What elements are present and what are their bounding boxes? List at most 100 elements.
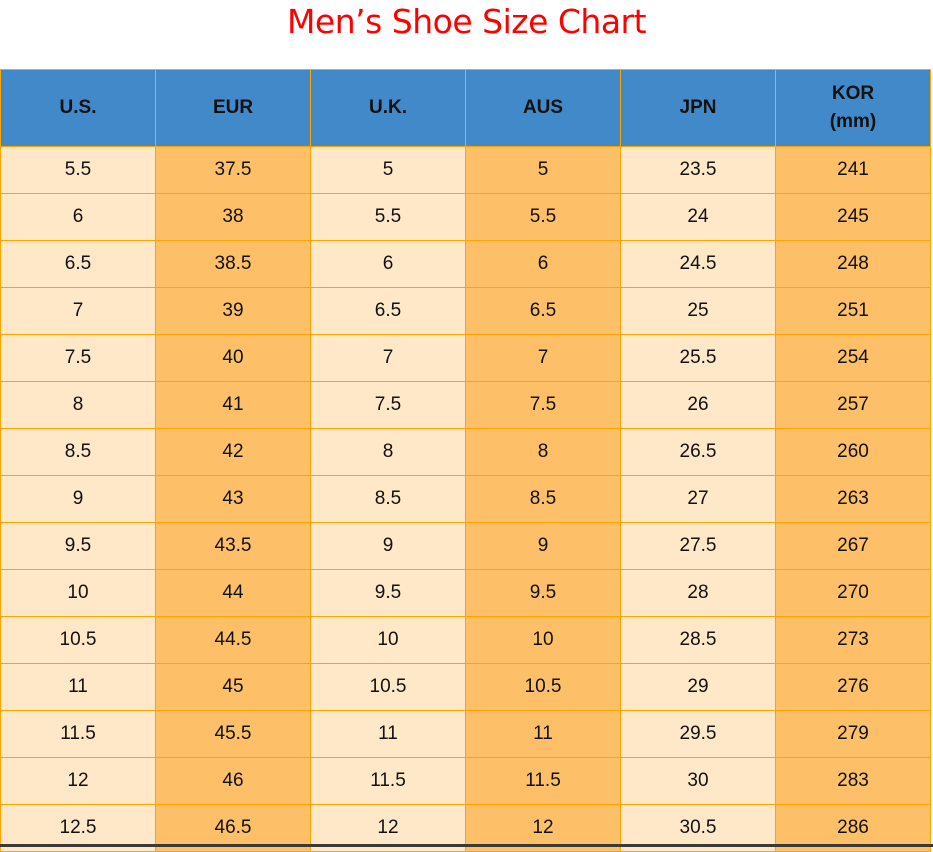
cell-aus: 9.5 (465, 569, 621, 617)
cell-eur: 43.5 (155, 522, 311, 570)
cell-kor: 251 (775, 287, 931, 335)
cell-us: 5.5 (0, 146, 156, 194)
cell-uk: 6.5 (310, 287, 466, 335)
cell-jpn: 28.5 (620, 616, 776, 664)
table-row: 7 39 6.5 6.5 25 251 (0, 287, 931, 335)
table-row: 7.5 40 7 7 25.5 254 (0, 334, 931, 382)
cell-kor: 276 (775, 663, 931, 711)
table-body: 5.5 37.5 5 5 23.5 241 6 38 5.5 5.5 24 245 6.5 38.5 6 6 2… (0, 146, 931, 852)
cell-eur: 39 (155, 287, 311, 335)
cell-us: 12 (0, 757, 156, 805)
cell-aus: 6.5 (465, 287, 621, 335)
cell-jpn: 23.5 (620, 146, 776, 194)
cell-aus: 11 (465, 710, 621, 758)
cell-aus: 8.5 (465, 475, 621, 523)
cell-eur: 45.5 (155, 710, 311, 758)
cell-kor: 260 (775, 428, 931, 476)
cell-uk: 5 (310, 146, 466, 194)
cell-uk: 8 (310, 428, 466, 476)
cell-jpn: 29.5 (620, 710, 776, 758)
cell-us: 9 (0, 475, 156, 523)
table-row: 9 43 8.5 8.5 27 263 (0, 475, 931, 523)
column-header-label: U.K. (369, 97, 407, 118)
column-header-label: KOR (831, 83, 875, 104)
cell-jpn: 29 (620, 663, 776, 711)
cell-uk: 5.5 (310, 193, 466, 241)
column-header-jpn: JPN (620, 69, 776, 147)
table-row: 8.5 42 8 8 26.5 260 (0, 428, 931, 476)
table-row: 8 41 7.5 7.5 26 257 (0, 381, 931, 429)
cell-uk: 8.5 (310, 475, 466, 523)
column-header-label: U.S. (59, 97, 97, 118)
cell-aus: 6 (465, 240, 621, 288)
bottom-edge (0, 844, 933, 847)
cell-us: 7.5 (0, 334, 156, 382)
column-header-us: U.S. (0, 69, 156, 147)
cell-eur: 46 (155, 757, 311, 805)
cell-kor: 248 (775, 240, 931, 288)
cell-aus: 10.5 (465, 663, 621, 711)
table-row: 6.5 38.5 6 6 24.5 248 (0, 240, 931, 288)
cell-jpn: 24 (620, 193, 776, 241)
cell-uk: 10 (310, 616, 466, 664)
cell-uk: 9.5 (310, 569, 466, 617)
cell-us: 7 (0, 287, 156, 335)
cell-kor: 257 (775, 381, 931, 429)
cell-eur: 38.5 (155, 240, 311, 288)
cell-kor: 254 (775, 334, 931, 382)
cell-jpn: 25.5 (620, 334, 776, 382)
cell-kor: 263 (775, 475, 931, 523)
cell-kor: 267 (775, 522, 931, 570)
column-header-label: AUS (522, 97, 564, 118)
cell-kor: 273 (775, 616, 931, 664)
cell-uk: 11.5 (310, 757, 466, 805)
cell-aus: 10 (465, 616, 621, 664)
cell-aus: 7 (465, 334, 621, 382)
cell-uk: 11 (310, 710, 466, 758)
table-row: 11 45 10.5 10.5 29 276 (0, 663, 931, 711)
cell-us: 8.5 (0, 428, 156, 476)
table-row: 9.5 43.5 9 9 27.5 267 (0, 522, 931, 570)
cell-eur: 44.5 (155, 616, 311, 664)
cell-jpn: 27.5 (620, 522, 776, 570)
column-header-aus: AUS (465, 69, 621, 147)
cell-eur: 42 (155, 428, 311, 476)
cell-uk: 7 (310, 334, 466, 382)
cell-eur: 40 (155, 334, 311, 382)
cell-us: 9.5 (0, 522, 156, 570)
table-row: 5.5 37.5 5 5 23.5 241 (0, 146, 931, 194)
cell-eur: 37.5 (155, 146, 311, 194)
table-row: 6 38 5.5 5.5 24 245 (0, 193, 931, 241)
cell-uk: 6 (310, 240, 466, 288)
cell-kor: 279 (775, 710, 931, 758)
cell-kor: 241 (775, 146, 931, 194)
table-row: 10 44 9.5 9.5 28 270 (0, 569, 931, 617)
column-header-eur: EUR (155, 69, 311, 147)
cell-us: 8 (0, 381, 156, 429)
cell-us: 6 (0, 193, 156, 241)
cell-eur: 38 (155, 193, 311, 241)
table-row: 10.5 44.5 10 10 28.5 273 (0, 616, 931, 664)
cell-kor: 245 (775, 193, 931, 241)
cell-us: 11 (0, 663, 156, 711)
cell-jpn: 30 (620, 757, 776, 805)
cell-kor: 270 (775, 569, 931, 617)
column-header-kor: KOR (mm) (775, 69, 931, 147)
cell-eur: 44 (155, 569, 311, 617)
cell-uk: 10.5 (310, 663, 466, 711)
cell-eur: 43 (155, 475, 311, 523)
cell-jpn: 24.5 (620, 240, 776, 288)
cell-aus: 5 (465, 146, 621, 194)
cell-us: 10 (0, 569, 156, 617)
cell-uk: 7.5 (310, 381, 466, 429)
cell-aus: 9 (465, 522, 621, 570)
table-row: 11.5 45.5 11 11 29.5 279 (0, 710, 931, 758)
page-title: Men’s Shoe Size Chart (286, 2, 647, 41)
cell-aus: 7.5 (465, 381, 621, 429)
size-chart-table: U.S. EUR U.K. AUS JPN KOR (mm) 5.5 37.5 5 5 23.5 24… (0, 69, 931, 852)
cell-aus: 5.5 (465, 193, 621, 241)
cell-eur: 45 (155, 663, 311, 711)
cell-uk: 9 (310, 522, 466, 570)
cell-aus: 11.5 (465, 757, 621, 805)
cell-jpn: 26 (620, 381, 776, 429)
